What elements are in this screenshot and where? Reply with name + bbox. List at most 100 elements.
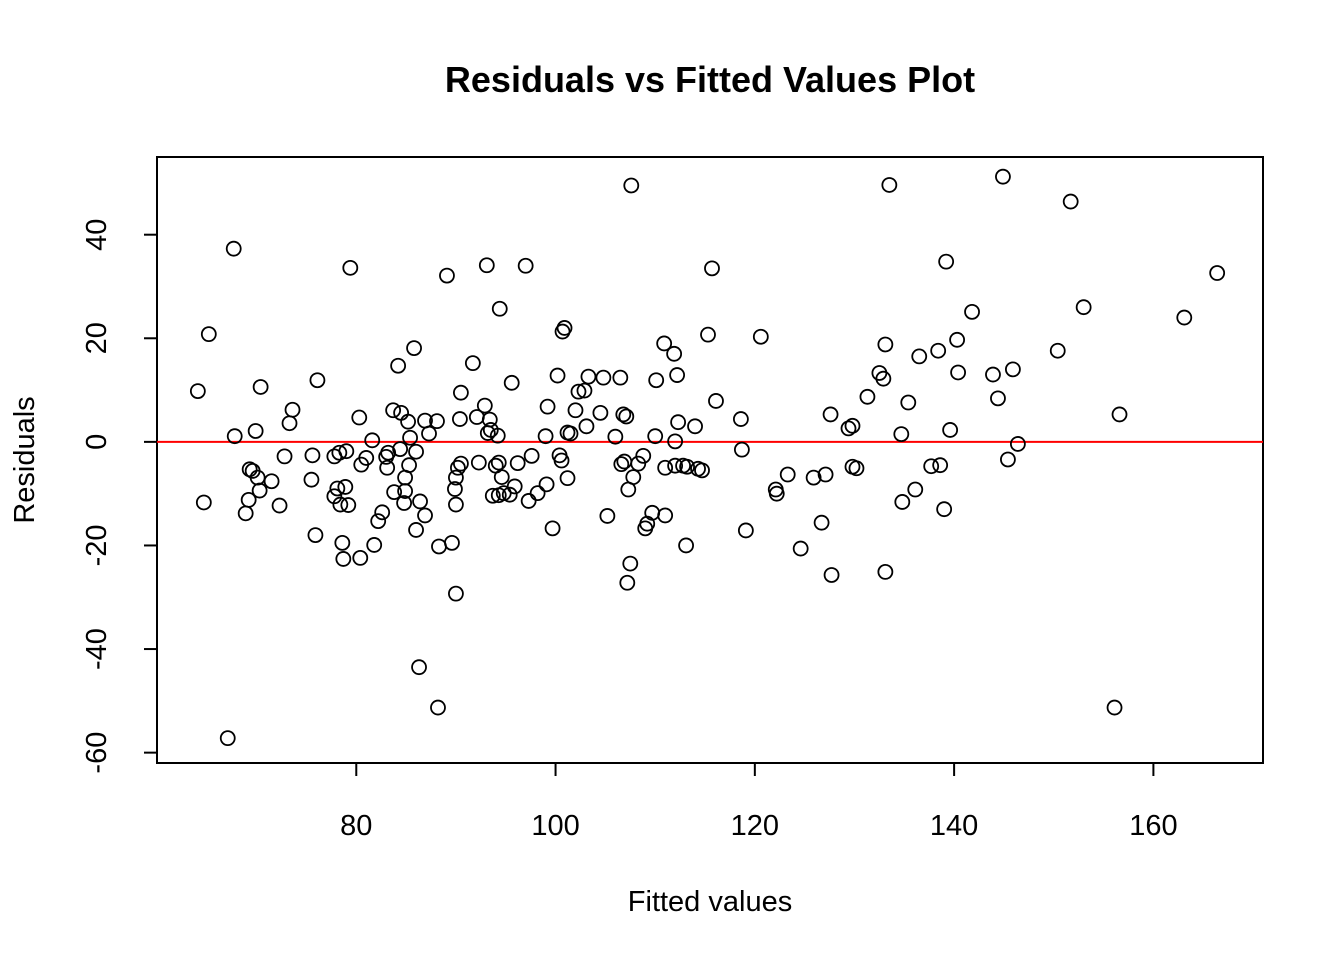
data-point xyxy=(453,384,469,401)
data-point xyxy=(464,355,481,372)
data-point xyxy=(338,443,355,460)
data-point xyxy=(732,411,749,427)
data-point xyxy=(823,567,840,583)
data-point xyxy=(386,484,403,501)
data-point xyxy=(704,260,720,277)
data-point xyxy=(1000,451,1016,468)
data-point xyxy=(506,478,523,495)
data-point xyxy=(679,458,695,475)
data-point xyxy=(666,345,683,362)
data-point xyxy=(1106,699,1123,716)
data-point xyxy=(448,585,464,602)
data-point xyxy=(553,452,570,469)
data-point xyxy=(520,493,537,509)
data-point xyxy=(936,501,953,518)
data-point xyxy=(623,177,640,194)
data-point xyxy=(635,447,652,464)
data-point xyxy=(358,450,375,466)
data-point xyxy=(453,455,469,472)
data-point xyxy=(687,418,703,435)
data-point xyxy=(881,177,898,193)
data-point xyxy=(805,469,822,486)
data-point xyxy=(406,340,422,357)
data-point xyxy=(894,494,911,510)
data-point xyxy=(670,414,687,431)
data-point xyxy=(364,432,381,449)
data-point xyxy=(374,504,391,521)
data-point xyxy=(429,413,445,430)
data-point xyxy=(400,413,416,430)
data-point xyxy=(556,320,573,336)
data-point xyxy=(950,364,967,381)
data-point xyxy=(618,408,635,425)
data-point xyxy=(263,473,280,490)
data-point xyxy=(648,372,665,389)
data-point xyxy=(612,369,629,386)
x-tick-label: 80 xyxy=(340,810,372,842)
data-point xyxy=(304,447,321,464)
data-point xyxy=(893,426,910,443)
data-point xyxy=(396,495,413,511)
data-point xyxy=(1049,342,1066,359)
data-point xyxy=(366,537,383,553)
data-point xyxy=(331,444,348,461)
data-point xyxy=(303,471,320,488)
data-point xyxy=(733,441,750,458)
data-point xyxy=(1075,299,1092,316)
data-point xyxy=(1176,309,1193,326)
data-point xyxy=(189,383,206,400)
data-point xyxy=(411,659,427,676)
data-point xyxy=(397,483,414,499)
data-point xyxy=(576,382,593,399)
data-point xyxy=(613,456,630,473)
data-point xyxy=(656,335,673,352)
data-point xyxy=(334,534,351,551)
data-point xyxy=(329,480,346,497)
x-axis-label: Fitted values xyxy=(628,886,792,918)
data-point xyxy=(430,699,446,716)
data-point xyxy=(452,411,468,427)
data-point xyxy=(678,537,694,554)
data-point xyxy=(489,427,506,444)
data-point xyxy=(200,326,217,343)
data-point xyxy=(337,479,354,495)
data-point xyxy=(340,497,357,513)
data-point xyxy=(484,487,501,504)
data-point xyxy=(595,369,612,386)
y-tick-label: -20 xyxy=(81,525,113,567)
plot-frame xyxy=(156,156,1264,764)
data-point xyxy=(309,372,326,389)
data-point xyxy=(539,398,556,415)
y-tick-label: 0 xyxy=(81,434,113,450)
data-point xyxy=(900,394,917,411)
data-point xyxy=(570,383,587,400)
data-point xyxy=(370,513,387,530)
data-point xyxy=(779,466,796,483)
y-tick-label: -60 xyxy=(81,732,113,774)
data-point xyxy=(667,457,684,474)
x-tick-label: 120 xyxy=(731,810,779,842)
data-point xyxy=(923,458,940,475)
data-point xyxy=(385,402,402,419)
data-point xyxy=(813,514,830,531)
data-point xyxy=(493,469,510,485)
data-point xyxy=(647,428,664,445)
data-point xyxy=(562,425,579,442)
data-point xyxy=(657,459,674,476)
data-point xyxy=(247,423,264,439)
y-tick-label: 20 xyxy=(81,322,113,354)
data-point xyxy=(408,443,424,460)
data-point xyxy=(252,379,269,395)
x-tick-label: 160 xyxy=(1129,810,1177,842)
data-point xyxy=(431,538,447,555)
data-point xyxy=(657,507,674,524)
data-point xyxy=(284,401,301,418)
data-point xyxy=(625,469,642,485)
data-point xyxy=(402,429,418,446)
data-point xyxy=(559,470,576,487)
data-point xyxy=(517,257,534,274)
data-point xyxy=(401,457,417,474)
data-point xyxy=(537,428,554,445)
data-point xyxy=(615,406,632,423)
data-point xyxy=(195,494,212,511)
